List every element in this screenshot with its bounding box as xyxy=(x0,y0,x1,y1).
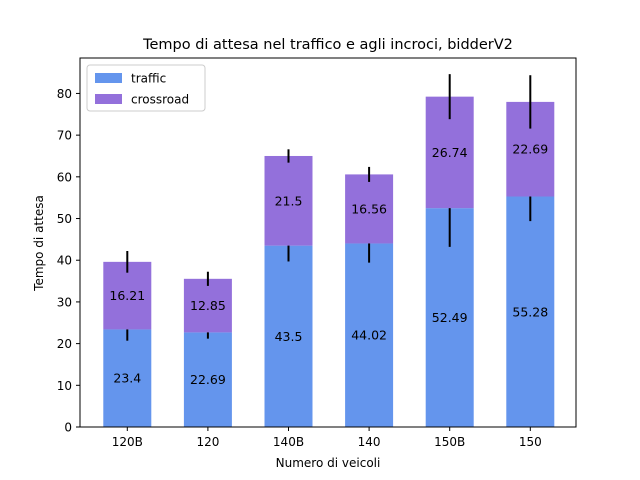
y-tick-label: 10 xyxy=(57,379,72,393)
bar-value-label: 52.49 xyxy=(432,310,468,325)
legend-swatch-traffic xyxy=(95,73,122,83)
x-tick-label: 150 xyxy=(519,435,542,449)
bar-value-label: 21.5 xyxy=(275,193,303,208)
x-tick-label: 120 xyxy=(196,435,219,449)
bar-value-label: 22.69 xyxy=(190,372,226,387)
bar-crossroad-120 xyxy=(183,278,232,333)
y-axis: 0 10 20 30 40 50 60 70 80 xyxy=(57,87,80,435)
legend-label-traffic: traffic xyxy=(131,72,166,86)
bar-value-label: 26.74 xyxy=(432,145,468,160)
x-tick-label: 140 xyxy=(358,435,381,449)
x-axis: 120B 120 140B 140 150B 150 xyxy=(112,427,542,449)
legend-swatch-crossroad xyxy=(95,94,122,104)
bar-traffic-120 xyxy=(183,332,232,427)
y-tick-label: 0 xyxy=(64,421,72,435)
bar-value-label: 23.4 xyxy=(113,371,141,386)
x-tick-label: 140B xyxy=(273,435,304,449)
y-tick-label: 70 xyxy=(57,129,72,143)
x-axis-title: Numero di veicoli xyxy=(276,456,381,470)
bar-value-label: 16.56 xyxy=(351,201,387,216)
axes-frame xyxy=(79,57,577,428)
y-axis-title: Tempo di attesa xyxy=(32,195,46,292)
bar-crossroad-140B xyxy=(264,155,313,246)
bar-traffic-140 xyxy=(345,243,394,427)
bar-traffic-140B xyxy=(264,245,313,427)
bar-value-label: 43.5 xyxy=(275,329,303,344)
x-tick-label: 150B xyxy=(434,435,465,449)
y-tick-label: 60 xyxy=(57,170,72,184)
bar-value-label: 12.85 xyxy=(190,298,226,313)
x-tick-label: 120B xyxy=(112,435,143,449)
legend-label-crossroad: crossroad xyxy=(131,93,189,107)
bar-crossroad-120B xyxy=(103,261,152,330)
bar-crossroad-140 xyxy=(345,174,394,244)
bar-traffic-120B xyxy=(103,329,152,427)
y-tick-label: 50 xyxy=(57,212,72,226)
bar-traffic-150 xyxy=(506,196,555,427)
chart-title: Tempo di attesa nel traffico e agli incr… xyxy=(142,37,513,53)
y-tick-label: 40 xyxy=(57,254,72,268)
legend: traffic crossroad xyxy=(86,64,206,112)
series-traffic: 23.4 22.69 43.5 44.02 52.49 55.28 xyxy=(103,169,555,427)
y-tick-label: 30 xyxy=(57,295,72,309)
bar-value-label: 22.69 xyxy=(512,142,548,157)
y-tick-label: 80 xyxy=(57,87,72,101)
plot-area: 23.4 22.69 43.5 44.02 52.49 55.28 16.21 12.85 21… xyxy=(57,57,577,449)
bar-value-label: 16.21 xyxy=(109,288,145,303)
y-tick-label: 20 xyxy=(57,337,72,351)
bar-value-label: 55.28 xyxy=(512,304,548,319)
bar-value-label: 44.02 xyxy=(351,328,387,343)
series-crossroad: 16.21 12.85 21.5 16.56 26.74 22.69 xyxy=(103,74,555,333)
